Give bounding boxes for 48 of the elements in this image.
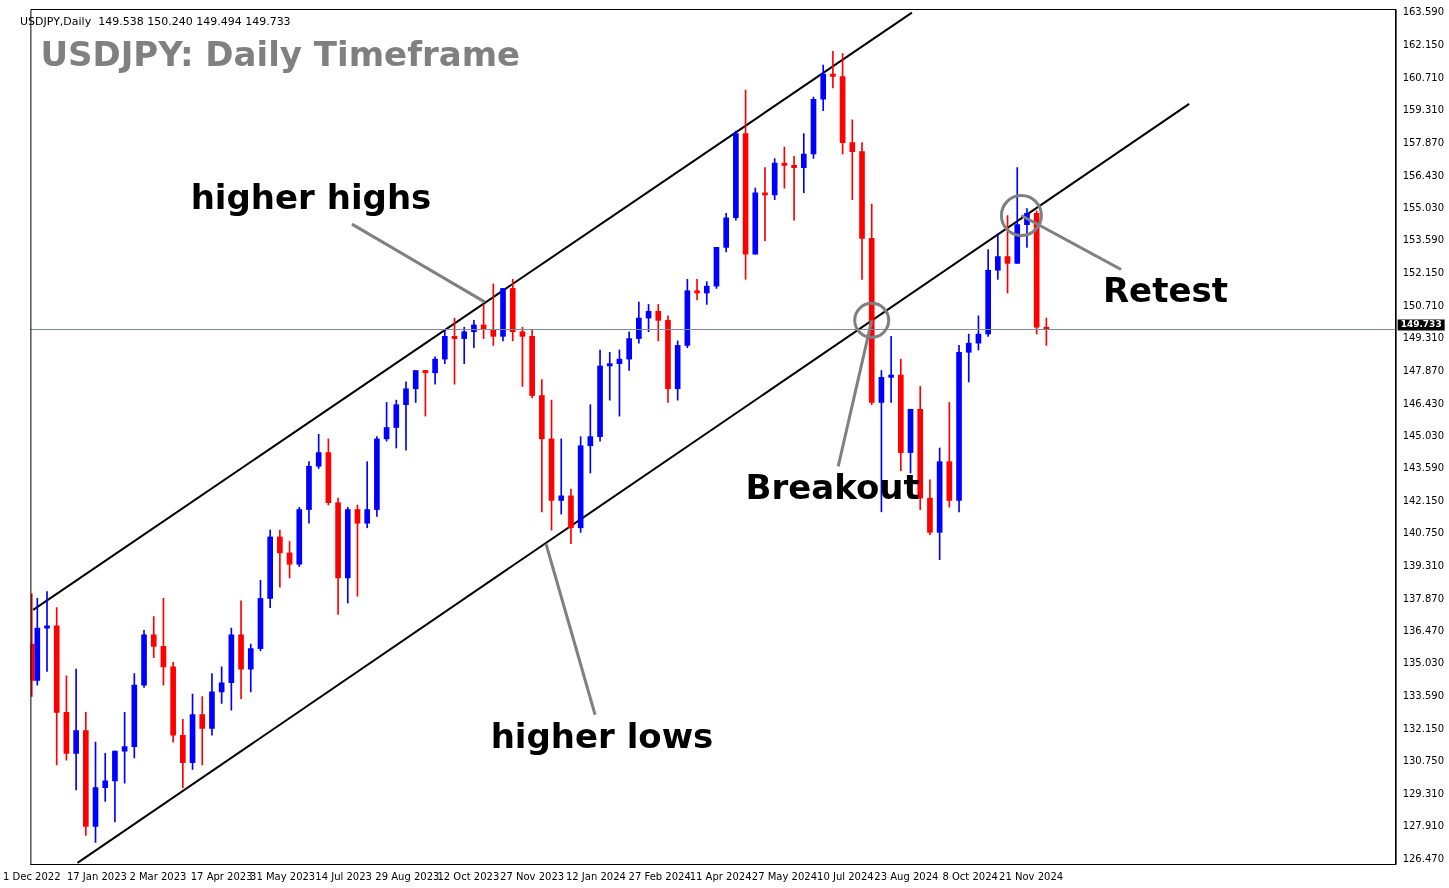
x-tick-label: 17 Apr 2023 bbox=[190, 870, 253, 882]
y-tick-label: 137.870 bbox=[1402, 592, 1445, 604]
y-tick-label: 156.430 bbox=[1402, 169, 1445, 181]
y-tick-label: 135.030 bbox=[1402, 657, 1445, 669]
x-tick-label: 10 Jul 2024 bbox=[817, 870, 874, 882]
text: USDJPY: Daily Timeframe bbox=[40, 34, 521, 74]
y-tick-label: 157.870 bbox=[1402, 136, 1445, 148]
y-tick-label: 143.590 bbox=[1402, 462, 1445, 474]
y-tick-label: 146.430 bbox=[1402, 397, 1445, 409]
y-tick-label: 130.750 bbox=[1402, 755, 1445, 767]
x-tick-label: 12 Jan 2024 bbox=[565, 870, 626, 882]
y-tick-label: 155.030 bbox=[1402, 201, 1445, 213]
y-tick-label: 127.910 bbox=[1402, 819, 1445, 831]
y-tick-label: 140.750 bbox=[1402, 527, 1445, 539]
x-tick-label: 1 Dec 2022 bbox=[3, 870, 61, 882]
x-tick-label: 14 Jul 2023 bbox=[315, 870, 372, 882]
x-tick-label: 27 Feb 2024 bbox=[628, 870, 691, 882]
y-tick-label: 133.590 bbox=[1402, 690, 1445, 702]
y-tick-label: 132.150 bbox=[1402, 723, 1445, 735]
x-tick-label: 2 Mar 2023 bbox=[129, 870, 187, 882]
y-tick-label: 150.710 bbox=[1402, 300, 1445, 312]
x-tick-label: 29 Aug 2023 bbox=[375, 870, 440, 882]
x-tick-label: 27 Nov 2023 bbox=[500, 870, 565, 882]
x-tick-label: 17 Jan 2023 bbox=[66, 870, 127, 882]
x-tick-label: 8 Oct 2024 bbox=[942, 870, 998, 882]
x-tick-label: 12 Oct 2023 bbox=[437, 870, 500, 882]
x-tick-label: 21 Nov 2024 bbox=[999, 870, 1064, 882]
y-tick-label: 145.030 bbox=[1402, 429, 1445, 441]
y-tick-label: 149.310 bbox=[1402, 331, 1445, 343]
y-tick-label: 163.590 bbox=[1402, 6, 1445, 18]
y-tick-label: 136.470 bbox=[1402, 624, 1445, 636]
y-tick-label: 162.150 bbox=[1402, 39, 1445, 51]
y-tick-label: 152.150 bbox=[1402, 267, 1445, 279]
y-tick-label: 142.150 bbox=[1402, 495, 1445, 507]
y-tick-label: 129.310 bbox=[1402, 787, 1445, 799]
x-tick-label: 23 Aug 2024 bbox=[874, 870, 939, 882]
ref-line-label: 149.733 bbox=[1400, 319, 1442, 330]
y-tick-label: 147.870 bbox=[1402, 364, 1445, 376]
annotation: higher highs bbox=[190, 176, 432, 217]
annotation: higher lows bbox=[490, 715, 714, 756]
annotation: Retest bbox=[1102, 270, 1228, 311]
y-tick-label: 159.310 bbox=[1402, 104, 1445, 116]
y-tick-label: 153.590 bbox=[1402, 234, 1445, 246]
x-tick-label: 31 May 2023 bbox=[250, 870, 316, 882]
y-tick-label: 160.710 bbox=[1402, 72, 1445, 84]
y-tick-label: 139.310 bbox=[1402, 559, 1445, 571]
x-tick-label: 27 May 2024 bbox=[751, 870, 817, 882]
y-tick-label: 126.470 bbox=[1402, 852, 1445, 864]
